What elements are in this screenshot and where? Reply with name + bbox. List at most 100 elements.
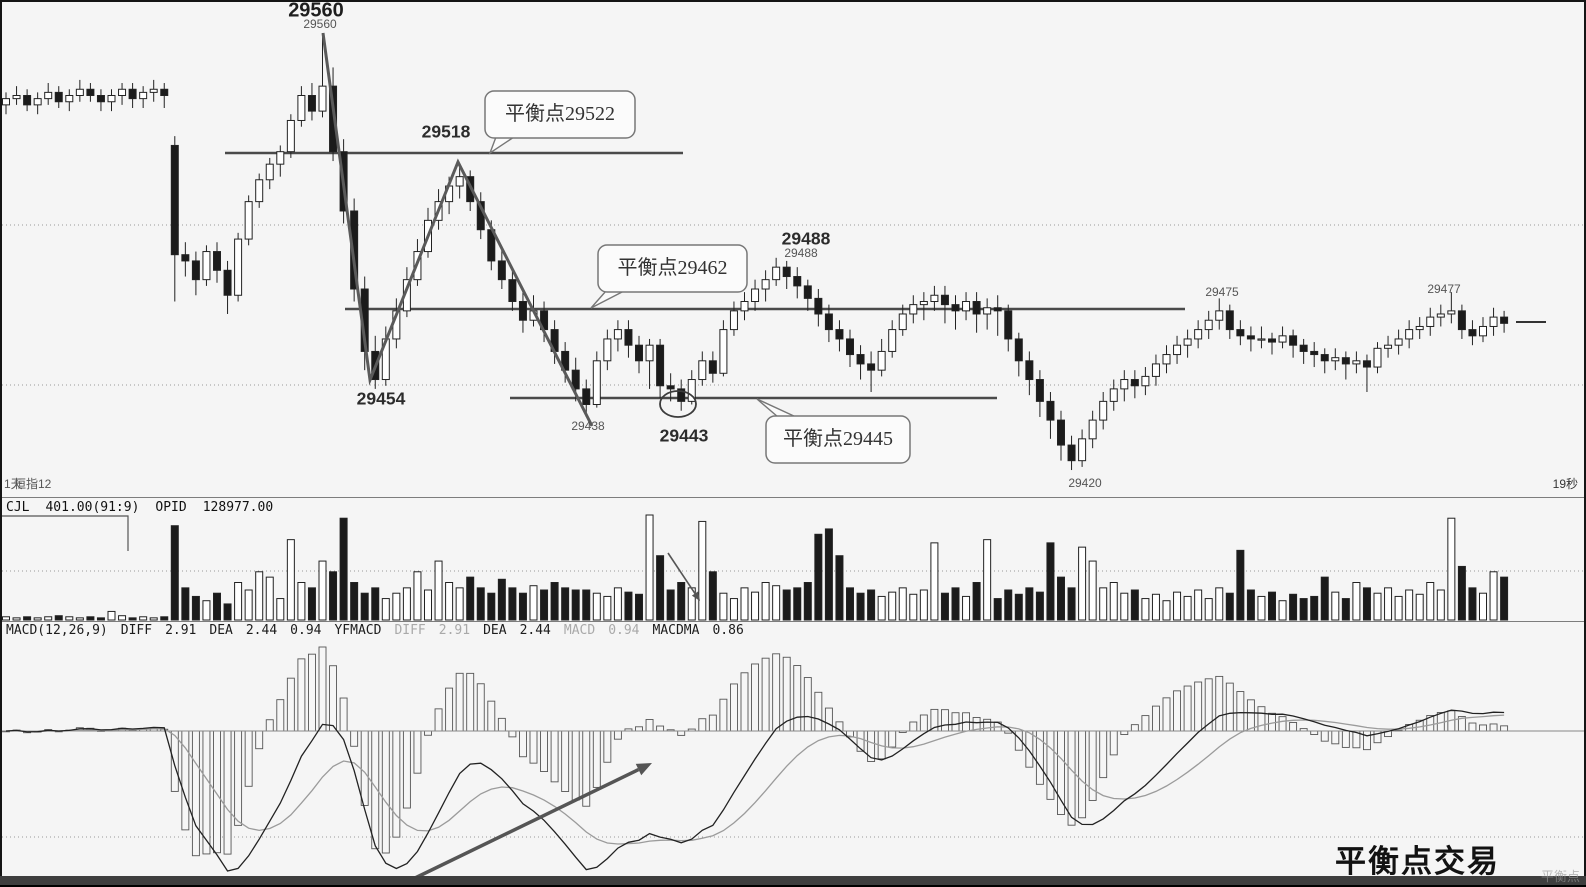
candle-body	[582, 388, 591, 405]
volume-bar	[202, 600, 211, 621]
macd-histogram-bar	[677, 730, 686, 736]
candle-body	[1299, 344, 1308, 352]
macd-histogram-bar	[761, 657, 770, 732]
volume-bar	[96, 617, 105, 621]
candle-body	[962, 300, 971, 312]
macd-indicator-header[interactable]: MACD(12,26,9) DIFF 2.91 DEA 2.44 0.94 YFMACD DI…	[6, 623, 757, 638]
macd-histogram-bar	[740, 672, 749, 732]
candle-body	[1183, 338, 1192, 346]
volume-bar	[835, 555, 844, 621]
macd-histogram-bar	[1130, 724, 1139, 732]
candle-body	[1215, 310, 1224, 321]
candle-body	[286, 119, 295, 153]
candle-body	[656, 344, 665, 387]
candle-body	[350, 210, 359, 290]
candle-body	[1004, 310, 1013, 340]
callout-box[interactable]	[597, 244, 748, 293]
opid-label: OPID	[155, 500, 187, 515]
volume-bar	[160, 616, 169, 621]
volume-bar	[413, 571, 422, 621]
macd-histogram-bar	[1489, 723, 1498, 732]
candle-body	[571, 369, 580, 390]
candle-body	[835, 329, 844, 340]
volume-bar	[1236, 549, 1245, 621]
candle-body	[1099, 400, 1108, 421]
callout-box[interactable]	[484, 90, 636, 139]
candle-body	[297, 95, 306, 121]
volume-bar	[265, 576, 274, 621]
panel-divider-volume-macd[interactable]	[2, 621, 1584, 622]
candle-body	[592, 360, 601, 405]
volume-bar	[898, 587, 907, 621]
volume-bar	[888, 591, 897, 621]
highlight-ellipse[interactable]	[659, 390, 697, 418]
candle-body	[23, 95, 32, 106]
candle-body	[1331, 357, 1340, 362]
candle-body	[1151, 363, 1160, 377]
candle-body	[613, 329, 622, 340]
macd-histogram-bar	[603, 730, 612, 763]
candle-body	[118, 88, 127, 97]
macd-histogram-bar	[413, 730, 422, 774]
macd-histogram-bar	[213, 730, 221, 854]
volume-bar	[1331, 591, 1340, 621]
volume-bar	[86, 616, 95, 621]
volume-bar	[772, 585, 781, 621]
volume-bar	[487, 592, 496, 621]
volume-bar	[1225, 592, 1234, 621]
volume-bar	[561, 587, 570, 621]
volume-bar	[1004, 589, 1013, 621]
candle-body	[1057, 419, 1065, 446]
macd-histogram-bar	[487, 700, 496, 732]
volume-bar	[1320, 576, 1329, 621]
volume-arrow-annotation-head	[691, 591, 700, 601]
candle-body	[1436, 313, 1445, 318]
candle-body	[65, 95, 74, 103]
macd-histogram-bar	[561, 730, 570, 792]
callout-box[interactable]	[765, 415, 911, 464]
volume-bar	[1394, 595, 1403, 621]
callout-label: 平衡点29462	[618, 256, 728, 279]
candle-body	[867, 363, 876, 371]
candle-body	[1014, 338, 1023, 362]
macd-histogram-bar	[1183, 685, 1192, 732]
volume-bar	[223, 603, 232, 621]
macd-histogram-bar	[402, 730, 411, 809]
candle-body	[1246, 335, 1255, 340]
macd-histogram-bar	[1331, 730, 1340, 745]
volume-bar	[170, 525, 179, 621]
candle-body	[877, 350, 886, 371]
volume-bar	[1479, 592, 1487, 621]
macdma-value: 0.86	[712, 623, 744, 638]
yf-dea-label: DEA	[483, 623, 507, 638]
volume-bar	[846, 587, 854, 621]
panel-divider-price-volume[interactable]	[2, 497, 1584, 498]
macd-histogram-bar	[1320, 730, 1329, 742]
period-label[interactable]: 1天	[4, 477, 23, 491]
volume-bar	[751, 591, 760, 621]
candle-body	[1257, 338, 1266, 341]
macd-histogram-bar	[803, 677, 812, 732]
volume-arrow-annotation[interactable]	[667, 552, 696, 594]
candle-body	[139, 91, 148, 100]
candle-body	[719, 329, 728, 374]
candle-body	[898, 313, 907, 331]
macd-trend-arrow-annotation[interactable]	[412, 767, 640, 881]
symbol-label[interactable]: 恒指12	[14, 477, 52, 491]
bar-countdown-label: 19秒	[1552, 477, 1578, 491]
trend-zigzag-line[interactable]	[321, 32, 594, 427]
candle-body	[708, 360, 717, 374]
macd-histogram-bar	[360, 730, 369, 806]
candle-body	[846, 338, 854, 356]
macd-histogram-bar	[329, 665, 337, 732]
volume-bar	[529, 585, 538, 621]
volume-bar	[1141, 598, 1150, 621]
callout-tail	[488, 136, 517, 155]
macd-histogram-bar	[751, 663, 759, 732]
callout-label: 平衡点29445	[783, 427, 893, 450]
macd-histogram-bar	[265, 719, 274, 732]
volume-indicator-header[interactable]: CJL 401.00(91:9) OPID 128977.00	[6, 500, 289, 515]
candle-body	[1447, 310, 1456, 315]
